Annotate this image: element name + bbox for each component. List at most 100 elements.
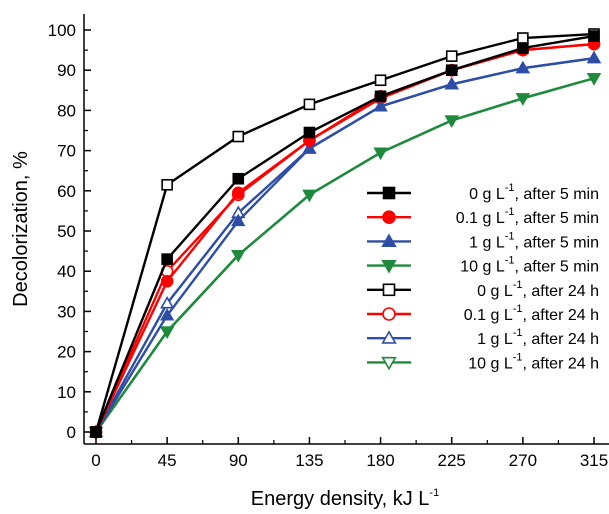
y-tick-label: 0 bbox=[67, 423, 76, 442]
series-line bbox=[94, 56, 595, 433]
data-point bbox=[588, 30, 600, 42]
legend-label-main: 0 g L bbox=[477, 283, 513, 300]
data-point bbox=[515, 93, 530, 106]
data-point bbox=[160, 308, 175, 321]
y-tick-label: 10 bbox=[57, 383, 76, 402]
legend-label-rest: , after 24 h bbox=[523, 307, 600, 324]
legend-marker bbox=[382, 283, 396, 297]
legend-label-main: 0 g L bbox=[469, 186, 505, 203]
series-3 bbox=[88, 50, 602, 438]
data-point bbox=[231, 213, 246, 227]
legend-label-main: 0.1 g L bbox=[464, 307, 513, 324]
legend-item: 1 g L-1, after 24 h bbox=[367, 327, 599, 348]
x-axis-title: Energy density, kJ L-1 bbox=[251, 487, 439, 510]
data-point bbox=[586, 50, 602, 64]
series-line bbox=[94, 34, 595, 433]
data-point bbox=[90, 426, 102, 438]
x-tick-label: 315 bbox=[580, 451, 608, 470]
legend-label-sup: -1 bbox=[505, 182, 515, 194]
legend-label-sup: -1 bbox=[505, 255, 515, 267]
series-line bbox=[94, 32, 595, 433]
series-line bbox=[95, 77, 595, 433]
legend-label-main: 10 g L bbox=[460, 259, 505, 276]
legend-label-rest: , after 5 min bbox=[515, 234, 599, 251]
series-layer bbox=[88, 28, 602, 440]
data-point bbox=[231, 250, 246, 263]
x-tick-label: 90 bbox=[229, 451, 248, 470]
y-tick-label: 40 bbox=[57, 262, 76, 281]
legend-label: 1 g L-1, after 24 h bbox=[477, 327, 599, 348]
legend-marker bbox=[381, 330, 397, 344]
legend-label-sup: -1 bbox=[513, 327, 523, 339]
y-axis-title: Decolorization, % bbox=[10, 151, 32, 307]
data-point bbox=[517, 32, 529, 44]
legend-item: 0 g L-1, after 5 min bbox=[367, 182, 599, 203]
legend-label-main: 1 g L bbox=[469, 234, 505, 251]
y-tick-label: 80 bbox=[57, 101, 76, 120]
series-1 bbox=[90, 30, 600, 438]
y-tick-label: 100 bbox=[48, 21, 76, 40]
data-point bbox=[232, 172, 245, 185]
legend-label: 0 g L-1, after 5 min bbox=[469, 182, 599, 203]
legend-item: 10 g L-1, after 5 min bbox=[367, 255, 599, 276]
data-point bbox=[445, 50, 458, 62]
legend-marker bbox=[381, 233, 397, 247]
data-point bbox=[373, 147, 388, 160]
x-tick-label: 270 bbox=[509, 451, 537, 470]
y-tick-label: 70 bbox=[57, 142, 76, 161]
legend-label: 0 g L-1, after 24 h bbox=[477, 279, 599, 300]
legend-label-sup: -1 bbox=[505, 230, 515, 242]
axes-layer bbox=[83, 14, 609, 445]
data-point bbox=[302, 189, 317, 203]
data-point bbox=[517, 42, 529, 54]
x-tick-label: 225 bbox=[438, 451, 466, 470]
data-point bbox=[445, 64, 458, 76]
x-tick-label: 45 bbox=[158, 451, 177, 470]
y-tick-label: 60 bbox=[57, 182, 76, 201]
data-point bbox=[303, 126, 316, 139]
legend-label: 1 g L-1, after 5 min bbox=[469, 230, 599, 251]
legend-label-rest: , after 24 h bbox=[523, 283, 600, 300]
data-point bbox=[374, 90, 387, 103]
legend-marker bbox=[382, 210, 396, 224]
data-point bbox=[515, 60, 530, 74]
legend-label-rest: , after 24 h bbox=[523, 331, 600, 348]
legend-marker bbox=[382, 307, 396, 321]
series-line bbox=[94, 42, 595, 433]
data-point bbox=[444, 115, 459, 128]
x-axis-title-text: Energy density, kJ L bbox=[251, 488, 430, 510]
legend-label: 10 g L-1, after 5 min bbox=[460, 255, 599, 276]
y-tick-label: 30 bbox=[57, 302, 76, 321]
legend-label-rest: , after 5 min bbox=[515, 259, 599, 276]
data-point bbox=[373, 99, 388, 112]
legend-label-main: 10 g L bbox=[468, 355, 513, 372]
legend-label-rest: , after 5 min bbox=[515, 210, 599, 227]
legend-marker bbox=[381, 356, 397, 371]
data-point bbox=[374, 74, 387, 87]
legend-marker bbox=[382, 186, 396, 200]
legend-label: 0.1 g L-1, after 5 min bbox=[456, 206, 599, 227]
legend-label-sup: -1 bbox=[505, 206, 515, 218]
legend-item: 0 g L-1, after 24 h bbox=[367, 279, 599, 300]
data-point bbox=[303, 98, 316, 111]
legend-marker bbox=[381, 260, 397, 274]
x-tick-label: 0 bbox=[91, 451, 100, 470]
legend-label-rest: , after 5 min bbox=[515, 186, 599, 203]
data-point bbox=[160, 295, 175, 309]
data-point bbox=[160, 274, 174, 288]
y-tick-label: 20 bbox=[57, 343, 76, 362]
y-tick-label: 50 bbox=[57, 222, 76, 241]
x-axis-title-sup: -1 bbox=[429, 487, 439, 499]
data-point bbox=[161, 253, 173, 265]
data-point bbox=[302, 141, 317, 154]
data-point bbox=[160, 326, 175, 339]
plot-frame bbox=[84, 14, 609, 444]
legend-label-sup: -1 bbox=[513, 351, 523, 363]
legend-label-sup: -1 bbox=[513, 279, 523, 291]
legend-label-main: 0.1 g L bbox=[456, 210, 505, 227]
y-axis-title-text: Decolorization, % bbox=[10, 151, 32, 307]
x-tick-label: 180 bbox=[366, 451, 394, 470]
legend-item: 0.1 g L-1, after 5 min bbox=[367, 206, 599, 227]
